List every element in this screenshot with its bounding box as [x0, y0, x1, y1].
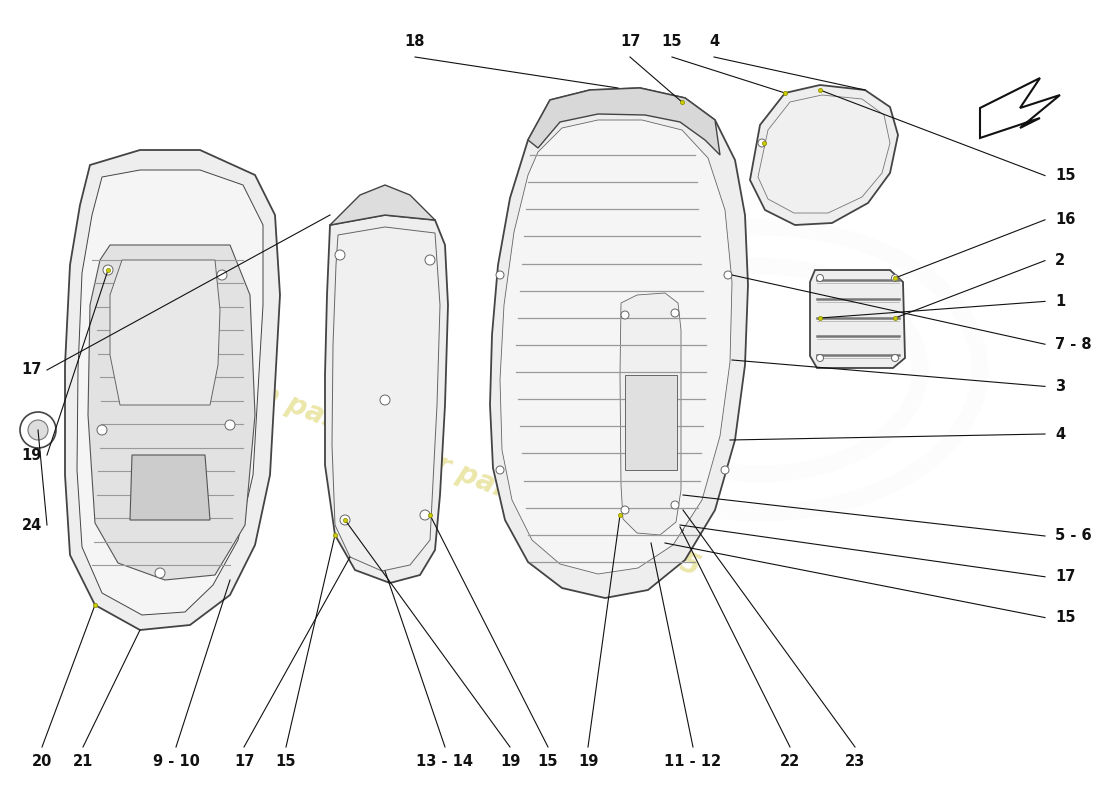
Text: 11 - 12: 11 - 12 [664, 754, 722, 770]
Polygon shape [625, 375, 676, 470]
Text: 24: 24 [22, 518, 42, 533]
Polygon shape [88, 245, 255, 580]
Text: 15: 15 [276, 754, 296, 770]
Text: 21: 21 [73, 754, 94, 770]
Text: a passion for parts since 1985: a passion for parts since 1985 [256, 378, 704, 582]
Polygon shape [810, 270, 905, 368]
Text: 15: 15 [662, 34, 682, 50]
Circle shape [891, 274, 899, 282]
Text: 22: 22 [780, 754, 800, 770]
Polygon shape [130, 455, 210, 520]
Circle shape [28, 420, 48, 440]
Polygon shape [324, 215, 448, 583]
Text: 15: 15 [1055, 610, 1076, 625]
Text: 9 - 10: 9 - 10 [153, 754, 199, 770]
Polygon shape [528, 88, 720, 155]
Text: 20: 20 [32, 754, 52, 770]
Text: 4: 4 [1055, 426, 1065, 442]
Circle shape [425, 255, 435, 265]
Polygon shape [490, 88, 748, 598]
Text: 17: 17 [234, 754, 254, 770]
Text: 16: 16 [1055, 212, 1076, 227]
Circle shape [217, 270, 227, 280]
Circle shape [758, 139, 766, 147]
Text: 7 - 8: 7 - 8 [1055, 337, 1091, 352]
Polygon shape [750, 85, 898, 225]
Circle shape [496, 271, 504, 279]
Text: 3: 3 [1055, 379, 1065, 394]
Polygon shape [110, 260, 220, 405]
Text: 23: 23 [845, 754, 865, 770]
Circle shape [671, 501, 679, 509]
Polygon shape [77, 170, 263, 615]
Circle shape [379, 395, 390, 405]
Text: 4: 4 [708, 34, 719, 50]
Circle shape [671, 309, 679, 317]
Polygon shape [332, 227, 440, 571]
Polygon shape [620, 293, 681, 535]
Polygon shape [980, 78, 1060, 138]
Text: 15: 15 [1055, 168, 1076, 183]
Circle shape [336, 250, 345, 260]
Circle shape [720, 466, 729, 474]
Circle shape [103, 265, 113, 275]
Circle shape [155, 568, 165, 578]
Text: 1: 1 [1055, 294, 1065, 309]
Text: 17: 17 [1055, 570, 1076, 584]
Polygon shape [330, 185, 434, 225]
Circle shape [97, 425, 107, 435]
Circle shape [20, 412, 56, 448]
Circle shape [621, 506, 629, 514]
Polygon shape [758, 95, 890, 213]
Text: 18: 18 [405, 34, 426, 50]
Circle shape [226, 420, 235, 430]
Text: 5 - 6: 5 - 6 [1055, 529, 1091, 543]
Text: 17: 17 [619, 34, 640, 50]
Text: 19: 19 [578, 754, 598, 770]
Text: 15: 15 [538, 754, 558, 770]
Text: 17: 17 [22, 362, 42, 378]
Polygon shape [615, 285, 688, 545]
Circle shape [891, 354, 899, 362]
Text: 19: 19 [22, 447, 42, 462]
Text: 13 - 14: 13 - 14 [417, 754, 473, 770]
Circle shape [816, 274, 824, 282]
Polygon shape [65, 150, 280, 630]
Circle shape [496, 466, 504, 474]
Polygon shape [500, 120, 732, 574]
Text: 2: 2 [1055, 253, 1065, 268]
Text: 19: 19 [499, 754, 520, 770]
Circle shape [816, 354, 824, 362]
Circle shape [420, 510, 430, 520]
Circle shape [724, 271, 732, 279]
Circle shape [621, 311, 629, 319]
Circle shape [340, 515, 350, 525]
